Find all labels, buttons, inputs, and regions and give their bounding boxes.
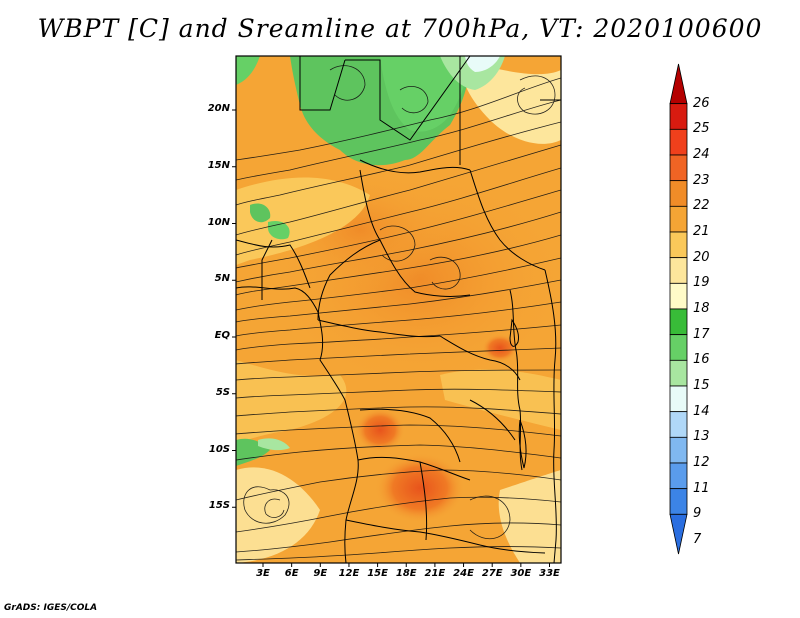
colorbar-segment xyxy=(669,103,688,130)
lon-label: 15E xyxy=(367,568,388,579)
colorbar xyxy=(669,63,688,555)
colorbar-segment xyxy=(669,359,688,387)
grads-credit: GrADS: IGES/COLA xyxy=(4,603,98,613)
colorbar-label: 23 xyxy=(693,172,710,188)
lon-label: 3E xyxy=(256,568,270,579)
colorbar-segment xyxy=(669,63,688,105)
colorbar-segment xyxy=(669,257,688,284)
lat-label: EQ xyxy=(214,330,230,341)
country-borders xyxy=(236,56,561,563)
map-frame xyxy=(235,55,562,564)
colorbar-segment xyxy=(669,282,688,310)
colorbar-label: 14 xyxy=(693,403,710,419)
colorbar-label: 24 xyxy=(693,147,710,162)
lat-label: 10N xyxy=(207,216,230,228)
colorbar-segment xyxy=(669,308,688,336)
lon-label: 6E xyxy=(284,568,299,579)
colorbar-label: 7 xyxy=(693,532,702,547)
colorbar-segment xyxy=(669,154,688,182)
lat-label: 5N xyxy=(214,273,230,285)
colorbar-label: 25 xyxy=(693,121,710,137)
colorbar-label: 16 xyxy=(693,352,710,368)
colorbar-segment xyxy=(669,128,688,156)
lon-label: 30E xyxy=(510,568,532,579)
colorbar-label: 17 xyxy=(693,326,710,342)
colorbar-label: 21 xyxy=(693,224,710,239)
lat-label: 5S xyxy=(215,386,230,398)
lat-label: 10S xyxy=(208,443,230,455)
lon-label: 9E xyxy=(313,568,328,579)
colorbar-label: 11 xyxy=(693,480,710,496)
lat-label: 15N xyxy=(207,159,230,171)
colorbar-segment xyxy=(669,334,688,361)
colorbar-segment xyxy=(669,411,688,438)
colorbar-segment xyxy=(669,205,688,233)
lon-label: 27E xyxy=(481,568,503,579)
colorbar-label: 22 xyxy=(693,198,710,214)
colorbar-segment xyxy=(669,462,688,490)
colorbar-segment xyxy=(669,385,688,413)
colorbar-label: 20 xyxy=(693,249,710,265)
lat-label: 15S xyxy=(208,500,230,512)
colorbar-segment xyxy=(669,436,688,464)
colorbar-segment xyxy=(669,488,688,515)
colorbar-label: 9 xyxy=(693,506,702,522)
colorbar-segment xyxy=(669,513,688,555)
colorbar-segment xyxy=(669,180,688,207)
lat-label: 20N xyxy=(207,103,230,114)
colorbar-segment xyxy=(669,231,688,259)
lon-label: 24E xyxy=(453,568,474,579)
chart-title: WBPT [C] and Sreamline at 700hPa, VT: 20… xyxy=(37,14,763,43)
map-field xyxy=(236,56,561,563)
colorbar-label: 13 xyxy=(693,429,710,445)
colorbar-label: 12 xyxy=(693,455,710,470)
lon-label: 33E xyxy=(539,568,560,579)
colorbar-label: 26 xyxy=(693,95,710,111)
lon-label: 21E xyxy=(424,568,446,579)
colorbar-label: 15 xyxy=(693,378,710,393)
colorbar-label: 19 xyxy=(693,275,710,291)
lon-label: 18E xyxy=(395,568,417,579)
colorbar-label: 18 xyxy=(693,301,710,316)
lon-label: 12E xyxy=(338,568,360,579)
